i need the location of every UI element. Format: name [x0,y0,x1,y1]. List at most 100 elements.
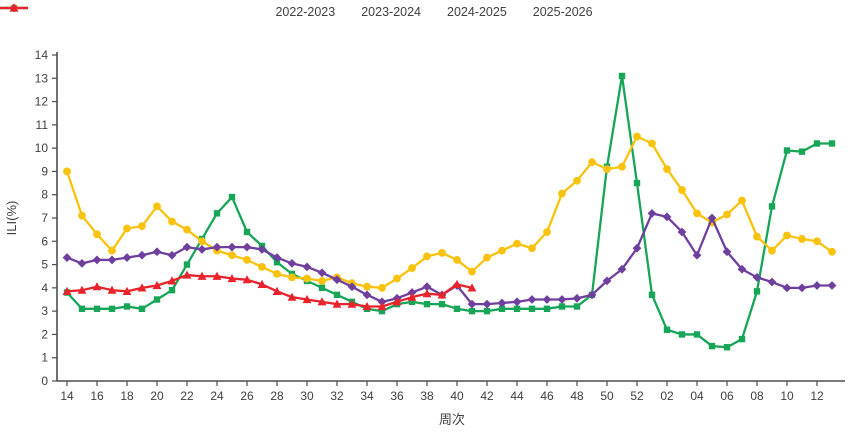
series-line-2025-2026 [65,273,474,308]
x-tick-label: 12 [810,389,824,403]
diamond-marker [137,250,147,260]
circle-marker [423,252,431,261]
triangle-marker [362,301,372,311]
diamond-marker [797,283,807,293]
triangle-marker [467,283,477,292]
diamond-marker [752,272,762,282]
circle-marker [753,232,761,241]
triangle-marker [107,285,117,294]
diamond-marker [767,277,777,287]
diamond-marker [692,250,702,260]
x-tick-label: 48 [570,389,584,403]
y-axis-label: ILI(%) [4,201,19,236]
circle-marker [408,264,416,272]
x-tick-label: 38 [420,389,434,403]
square-marker [558,303,566,310]
diamond-marker [527,295,537,304]
x-tick-label: 40 [450,389,464,403]
legend-label: 2023-2024 [361,5,421,19]
x-tick-label: 10 [780,389,794,403]
square-marker [828,140,836,147]
circle-marker [273,269,281,278]
square-marker [93,305,101,313]
series-2025-2026 [62,270,477,311]
circle-marker [258,263,266,271]
circle-marker [243,256,251,264]
triangle-marker [377,301,387,311]
diamond-marker [167,250,177,260]
triangle-marker [197,271,207,280]
diamond-marker [482,299,492,309]
circle-marker [63,167,71,176]
square-marker [618,72,626,80]
diamond-marker [812,281,822,290]
triangle-marker [227,273,237,283]
y-tick-label: 12 [35,95,49,109]
square-marker [483,307,491,315]
x-tick-label: 50 [600,389,614,403]
square-marker [333,291,341,299]
y-tick-label: 4 [41,281,48,295]
y-tick-label: 7 [41,211,48,225]
square-marker [378,307,386,315]
circle-marker [738,196,746,205]
diamond-marker [557,295,567,304]
legend-item-2025-2026[interactable]: 2025-2026 [0,3,593,19]
legend-item-2024-2025[interactable]: 2024-2025 [0,3,507,19]
triangle-marker [257,279,267,288]
diamond-marker [377,297,387,307]
diamond-marker [617,264,627,274]
diamond-marker [302,262,312,272]
diamond-marker [332,275,342,285]
legend-label: 2024-2025 [447,5,507,19]
x-tick-label: 30 [300,389,314,403]
circle-marker [588,158,596,167]
y-tick-label: 14 [35,48,49,62]
diamond-marker [92,255,102,265]
series-line-2023-2024 [65,135,834,290]
square-marker [438,300,446,308]
x-tick-label: 32 [330,389,344,403]
triangle-marker [122,286,132,295]
y-tick-label: 10 [35,141,49,155]
y-tick-label: 3 [41,304,48,318]
diamond-marker [542,295,552,304]
diamond-marker [827,281,837,290]
diamond-marker [647,208,657,218]
square-marker [168,286,176,294]
diamond-marker [182,242,192,252]
triangle-marker [77,285,87,294]
square-marker [243,228,251,236]
circle-marker [693,209,701,218]
x-tick-label: 34 [360,389,374,403]
square-marker [543,305,551,313]
x-tick-label: 02 [660,389,674,403]
square-marker [423,300,431,308]
square-marker [798,148,806,155]
legend-label: 2022-2023 [275,5,336,19]
diamond-marker [62,253,72,262]
circle-marker [663,165,671,174]
square-marker [138,305,146,313]
x-tick-label: 28 [270,389,284,403]
diamond-marker [347,282,357,292]
triangle-marker [242,275,252,284]
diamond-marker [587,290,597,300]
square-marker [228,193,236,201]
series-2023-2024 [63,132,836,292]
diamond-marker [362,290,372,300]
legend-item-2023-2024[interactable]: 2023-2024 [0,4,421,19]
circle-marker [93,230,101,239]
legend-item-2022-2023[interactable]: 2022-2023 [0,4,336,19]
diamond-marker [77,259,87,268]
square-marker [78,305,86,313]
triangle-marker [407,292,417,301]
circle-marker [438,249,446,257]
series-line-2022-2023 [65,74,834,349]
triangle-marker [272,286,282,295]
circle-marker [648,139,656,148]
triangle-marker [167,276,177,285]
circle-marker [138,222,146,231]
diamond-marker [737,264,747,274]
